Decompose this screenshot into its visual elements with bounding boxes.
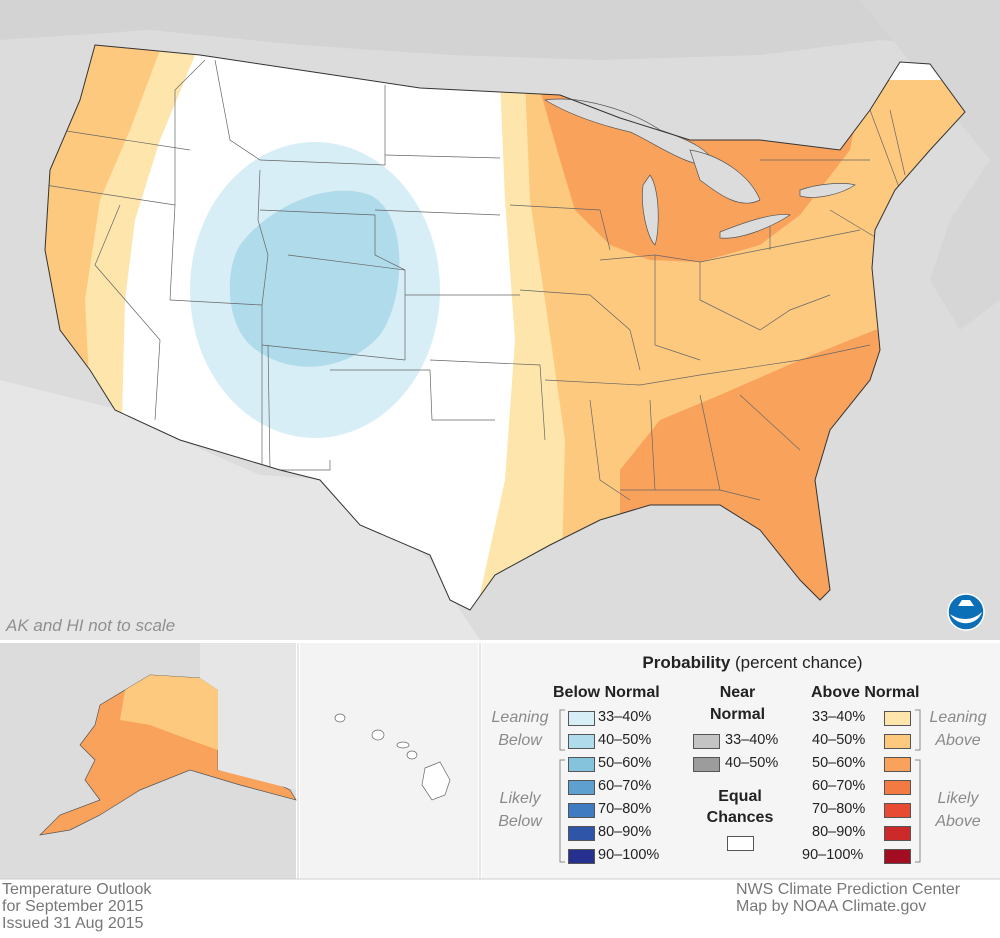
leaning-below-label-2: Below <box>498 732 542 749</box>
above-swatch <box>884 757 911 772</box>
below-swatch <box>568 757 595 772</box>
footer-product: Temperature Outlook <box>2 881 152 898</box>
below-label: 33–40% <box>598 709 652 725</box>
below-label: 90–100% <box>598 847 660 863</box>
above-swatch <box>884 734 911 749</box>
above-label: 33–40% <box>812 709 866 725</box>
below-label: 80–90% <box>598 824 652 840</box>
likely-above-label-1: Likely <box>937 790 979 807</box>
above-label: 60–70% <box>812 778 866 794</box>
footer-credit-1: NWS Climate Prediction Center <box>736 881 961 898</box>
alaska-above-40-50 <box>120 675 218 750</box>
hawaii-panel <box>300 643 478 879</box>
below-swatch <box>568 849 595 864</box>
equal-chances-heading-2: Chances <box>706 809 774 826</box>
equal-chances-swatch <box>727 836 754 851</box>
state-boundaries <box>45 59 906 501</box>
mexico-land <box>0 380 480 640</box>
lake-huron <box>689 149 761 204</box>
noaa-logo-icon <box>947 593 985 631</box>
likely-below-label-1: Likely <box>499 790 541 807</box>
footer-credit-2: Map by NOAA Climate.gov <box>736 898 927 915</box>
above-swatch <box>884 826 911 841</box>
lake-michigan <box>642 174 659 246</box>
likely-below-label: Likely Below <box>485 787 555 833</box>
likely-above-label: Likely Above <box>922 787 994 833</box>
below-normal-heading: Below Normal <box>553 684 660 701</box>
equal-chances-heading-1: Equal <box>718 788 762 805</box>
footer-issued: Issued 31 Aug 2015 <box>2 915 144 932</box>
footer-period: for September 2015 <box>2 898 144 915</box>
below-label: 40–50% <box>598 732 652 748</box>
conus-outline <box>44 44 966 611</box>
canada-land <box>0 0 1000 60</box>
above-swatch <box>884 849 911 864</box>
near-normal-heading-2: Normal <box>709 706 766 723</box>
below-swatch <box>568 826 595 841</box>
below-swatch <box>568 780 595 795</box>
above-label: 80–90% <box>812 824 866 840</box>
footer-right: NWS Climate Prediction Center Map by NOA… <box>736 881 960 915</box>
atlantic-canada <box>860 0 1000 330</box>
hawaii-islands <box>334 713 451 801</box>
leaning-above-label-2: Above <box>935 732 981 749</box>
yukon-land <box>200 643 296 790</box>
above-label: 70–80% <box>812 801 866 817</box>
rockies-below-40-50 <box>229 190 400 367</box>
lake-ontario <box>799 183 856 198</box>
near-swatch <box>693 734 720 749</box>
near-swatch <box>693 757 720 772</box>
above-label: 90–100% <box>802 847 864 863</box>
leaning-above-label-1: Leaning <box>929 709 987 726</box>
leaning-above-label: Leaning Above <box>922 706 994 752</box>
below-swatch <box>568 803 595 818</box>
below-label: 60–70% <box>598 778 652 794</box>
footer-left: Temperature Outlook for September 2015 I… <box>2 881 151 932</box>
above-swatch <box>884 803 911 818</box>
above-swatch <box>884 711 911 726</box>
above-swatch <box>884 780 911 795</box>
legend-brackets <box>559 709 921 863</box>
scale-note: AK and HI not to scale <box>6 616 176 635</box>
below-swatch <box>568 711 595 726</box>
likely-below-label-2: Below <box>498 813 542 830</box>
legend-title-bold: Probability <box>642 653 731 672</box>
near-normal-heading-1: Near <box>719 684 756 701</box>
above-label: 50–60% <box>812 755 866 771</box>
below-label: 70–80% <box>598 801 652 817</box>
leaning-below-label: Leaning Below <box>485 706 555 752</box>
near-label: 33–40% <box>725 732 779 748</box>
west-above-40-50 <box>45 45 160 400</box>
legend-title: Probability (percent chance) <box>520 653 985 673</box>
leaning-below-label-1: Leaning <box>491 709 549 726</box>
below-label: 50–60% <box>598 755 652 771</box>
likely-above-label-2: Above <box>935 813 981 830</box>
legend-title-rest: (percent chance) <box>730 653 863 672</box>
above-label: 40–50% <box>812 732 866 748</box>
near-label: 40–50% <box>725 755 779 771</box>
above-normal-heading: Above Normal <box>811 684 920 701</box>
lake-erie <box>719 214 791 239</box>
below-swatch <box>568 734 595 749</box>
